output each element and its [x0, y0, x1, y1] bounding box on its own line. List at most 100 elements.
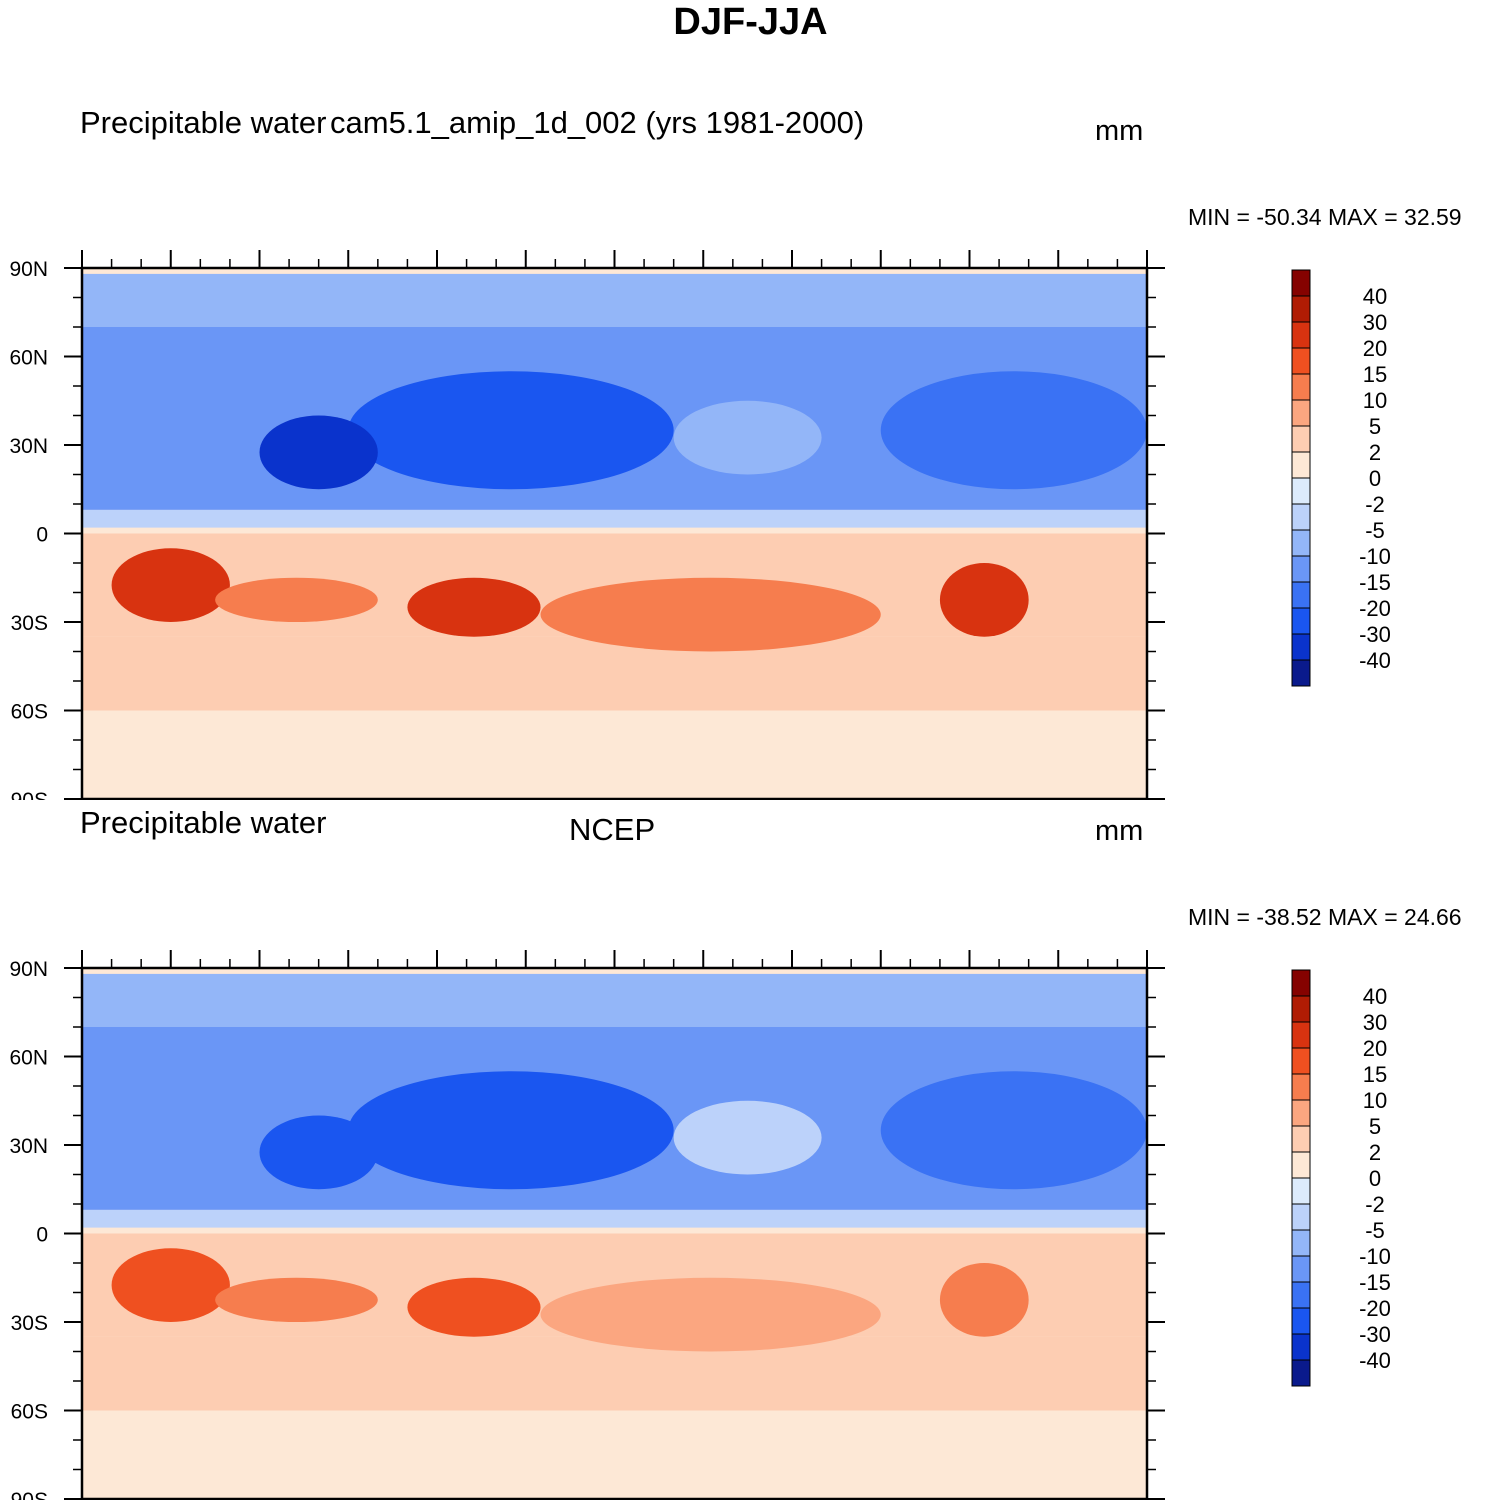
y-tick-label: 60S: [11, 1401, 48, 1424]
field-region: [215, 1277, 378, 1322]
field-region: [215, 577, 378, 622]
colorbar-label: -15: [1359, 570, 1391, 595]
colorbar-label: -20: [1359, 1296, 1391, 1321]
colorbar-box: [1291, 969, 1311, 997]
field-band: [82, 273, 1147, 327]
colorbar-label: 2: [1369, 440, 1381, 465]
field-region: [673, 1100, 822, 1175]
field-region: [111, 548, 230, 622]
colorbar-label: 10: [1363, 388, 1387, 413]
field-region: [111, 1248, 230, 1322]
panel-center-title: NCEP: [569, 812, 656, 847]
panel-model: Precipitable water cam5.1_amip_1d_002 (y…: [0, 100, 1501, 800]
colorbar-label: -20: [1359, 596, 1391, 621]
colorbar-box: [1291, 295, 1311, 323]
field-band: [82, 1416, 1147, 1499]
colorbar-box: [1291, 1047, 1311, 1075]
field-region: [939, 1263, 1029, 1337]
colorbar-label: 0: [1369, 1166, 1381, 1191]
colorbar-label: 15: [1363, 362, 1387, 387]
colorbar-box: [1291, 477, 1311, 505]
field-layer: [82, 268, 1147, 799]
colorbar-label: -2: [1365, 492, 1385, 517]
colorbar-label: 2: [1369, 1140, 1381, 1165]
colorbar-label: -40: [1359, 648, 1391, 673]
y-tick-label: 90S: [11, 1489, 48, 1500]
y-tick-label: 30N: [9, 1135, 48, 1158]
colorbar-label: 40: [1363, 284, 1387, 309]
field-band: [82, 636, 1147, 711]
colorbar-label: -10: [1359, 1244, 1391, 1269]
field-region: [259, 1115, 378, 1190]
colorbar-box: [1291, 995, 1311, 1023]
colorbar-box: [1291, 269, 1311, 297]
colorbar-box: [1291, 1073, 1311, 1101]
colorbar-label: 40: [1363, 984, 1387, 1009]
field-region: [259, 415, 378, 490]
colorbar-box: [1291, 347, 1311, 375]
colorbar-box: [1291, 373, 1311, 401]
min-max-label: MIN = -50.34 MAX = 32.59: [1188, 204, 1462, 230]
colorbar-label: 5: [1369, 1114, 1381, 1139]
field-region: [540, 1277, 881, 1352]
y-tick-label: 0: [36, 524, 48, 547]
colorbar-box: [1291, 425, 1311, 453]
colorbar-label: 30: [1363, 1010, 1387, 1035]
y-tick-label: 90N: [9, 258, 48, 281]
y-tick-label: 30S: [11, 1312, 48, 1335]
colorbar-box: [1291, 529, 1311, 557]
field-band: [82, 1209, 1147, 1228]
colorbar-label: -30: [1359, 1322, 1391, 1347]
panel-left-title: Precipitable water: [80, 805, 327, 840]
colorbar-box: [1291, 1099, 1311, 1127]
field-band: [82, 509, 1147, 528]
field-region: [673, 400, 822, 475]
colorbar-box: [1291, 321, 1311, 349]
colorbar-label: -30: [1359, 622, 1391, 647]
units-label: mm: [1095, 115, 1144, 147]
field-region: [880, 1071, 1147, 1190]
colorbar-label: 20: [1363, 336, 1387, 361]
colorbar-box: [1291, 1333, 1311, 1361]
colorbar-box: [1291, 1281, 1311, 1309]
field-layer: [82, 968, 1147, 1499]
min-max-label: MIN = -38.52 MAX = 24.66: [1188, 904, 1462, 930]
field-band: [82, 973, 1147, 1027]
colorbar-label: 0: [1369, 466, 1381, 491]
colorbar-label: -15: [1359, 1270, 1391, 1295]
colorbar-label: -10: [1359, 544, 1391, 569]
y-tick-label: 60S: [11, 701, 48, 724]
colorbar-label: -5: [1365, 518, 1385, 543]
colorbar-box: [1291, 1359, 1311, 1387]
field-region: [880, 371, 1147, 490]
field-band: [82, 1336, 1147, 1411]
y-tick-label: 90S: [11, 789, 48, 800]
y-tick-label: 30S: [11, 612, 48, 635]
colorbar-box: [1291, 1203, 1311, 1231]
colorbar-label: -40: [1359, 1348, 1391, 1373]
map-plot: 90N60N30N030S60S90S030E60E90E120E150E180…: [9, 950, 1391, 1500]
field-region: [348, 371, 674, 490]
field-region: [407, 1277, 541, 1337]
colorbar-box: [1291, 503, 1311, 531]
colorbar-box: [1291, 399, 1311, 427]
colorbar-label: -2: [1365, 1192, 1385, 1217]
colorbar-box: [1291, 1125, 1311, 1153]
panel-center-title: cam5.1_amip_1d_002 (yrs 1981-2000): [330, 105, 865, 140]
colorbar-box: [1291, 451, 1311, 479]
colorbar-box: [1291, 659, 1311, 687]
colorbar-box: [1291, 555, 1311, 583]
colorbar-box: [1291, 1229, 1311, 1257]
y-tick-label: 60N: [9, 347, 48, 370]
y-tick-label: 90N: [9, 958, 48, 981]
field-region: [407, 577, 541, 637]
colorbar-box: [1291, 633, 1311, 661]
colorbar-box: [1291, 607, 1311, 635]
colorbar-label: 20: [1363, 1036, 1387, 1061]
y-tick-label: 30N: [9, 435, 48, 458]
map-plot: 90N60N30N030S60S90S030E60E90E120E150E180…: [9, 250, 1391, 800]
field-region: [540, 577, 881, 652]
y-tick-label: 60N: [9, 1047, 48, 1070]
colorbar-box: [1291, 1177, 1311, 1205]
colorbar-label: 15: [1363, 1062, 1387, 1087]
